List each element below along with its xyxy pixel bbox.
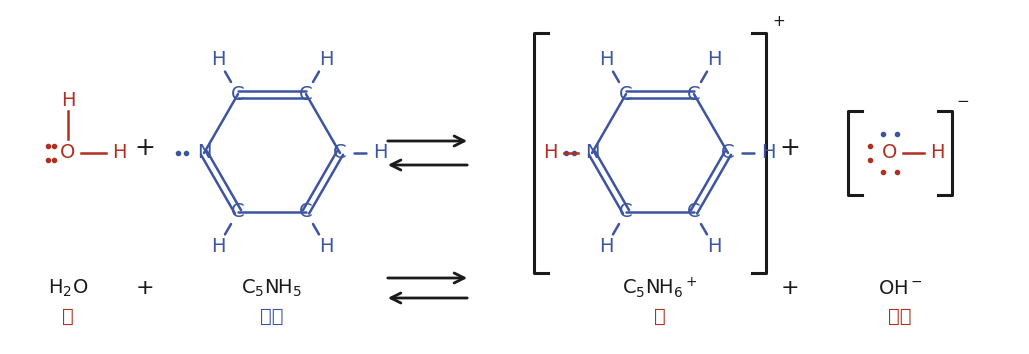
Text: C: C xyxy=(232,202,245,221)
Text: 塩基: 塩基 xyxy=(260,307,284,325)
Text: H$_2$O: H$_2$O xyxy=(47,277,88,299)
Text: O: O xyxy=(882,143,897,162)
Text: +: + xyxy=(772,14,785,29)
Text: C: C xyxy=(333,143,347,162)
Text: H: H xyxy=(707,50,721,69)
Text: H: H xyxy=(707,237,721,256)
Text: N: N xyxy=(584,143,599,162)
Text: H: H xyxy=(319,237,333,256)
Text: H: H xyxy=(599,50,613,69)
Text: OH$^-$: OH$^-$ xyxy=(878,279,922,297)
Text: +: + xyxy=(135,136,155,160)
Text: C: C xyxy=(687,202,701,221)
Text: H: H xyxy=(319,50,333,69)
Text: C: C xyxy=(299,202,313,221)
Text: H: H xyxy=(372,143,387,162)
Text: C: C xyxy=(721,143,735,162)
Text: C: C xyxy=(619,85,633,104)
Text: C$_5$NH$_6$$^+$: C$_5$NH$_6$$^+$ xyxy=(623,276,698,300)
Text: +: + xyxy=(781,278,800,298)
Text: C: C xyxy=(299,85,313,104)
Text: H: H xyxy=(599,237,613,256)
Text: O: O xyxy=(61,143,76,162)
Text: H: H xyxy=(211,50,225,69)
Text: 酸: 酸 xyxy=(62,307,74,325)
Text: 塩基: 塩基 xyxy=(888,307,912,325)
Text: C: C xyxy=(687,85,701,104)
Text: +: + xyxy=(136,278,154,298)
Text: C$_5$NH$_5$: C$_5$NH$_5$ xyxy=(242,277,303,299)
Text: H: H xyxy=(760,143,775,162)
Text: H: H xyxy=(112,143,127,162)
Text: C: C xyxy=(619,202,633,221)
Text: C: C xyxy=(232,85,245,104)
Text: N: N xyxy=(197,143,211,162)
Text: 酸: 酸 xyxy=(654,307,666,325)
Text: H: H xyxy=(211,237,225,256)
Text: H: H xyxy=(542,143,558,162)
Text: −: − xyxy=(956,94,968,109)
Text: +: + xyxy=(780,136,801,160)
Text: H: H xyxy=(930,143,945,162)
Text: H: H xyxy=(61,91,75,110)
